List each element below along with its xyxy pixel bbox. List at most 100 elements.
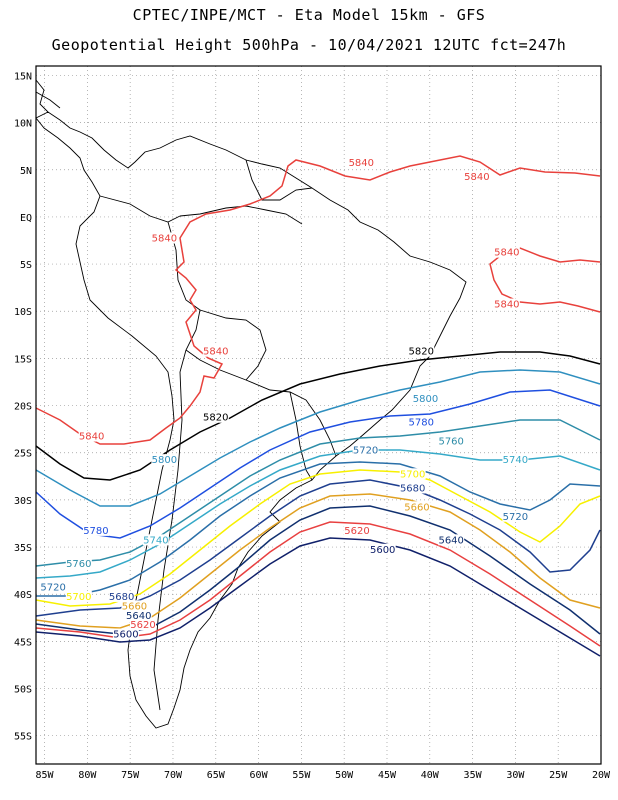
contour-label-background: [82, 524, 109, 536]
contour-label-background: [65, 590, 92, 602]
contour-label-5660: 5660: [122, 601, 147, 612]
lon-tick-label: 60W: [250, 770, 269, 781]
contour-5700: [35, 469, 601, 607]
contour-label-background: [130, 619, 157, 631]
contour-labels: 5840 5840 5840 5840 5840 5840 5840 5820 5820 5800…: [40, 157, 529, 641]
contour-label-background: [142, 534, 169, 546]
contour-label-5760: 5760: [438, 436, 463, 447]
contour-label-background: [121, 600, 148, 612]
contour-5620: [35, 521, 601, 647]
lat-tick-label: 20S: [14, 402, 32, 413]
contour-label-background: [399, 468, 426, 480]
contour-label-5740: 5740: [503, 455, 528, 466]
contour-label-background: [408, 345, 435, 357]
lat-tick-label: 15N: [14, 71, 32, 82]
contour-label-background: [348, 157, 375, 169]
contour-label-5820: 5820: [409, 347, 434, 358]
contour-label-5840: 5840: [152, 234, 177, 245]
contour-label-background: [438, 435, 465, 447]
contour-label-5680: 5680: [400, 483, 425, 494]
contour-label-5840: 5840: [79, 432, 104, 443]
contour-label-5800: 5800: [152, 455, 177, 466]
lon-tick-label: 80W: [78, 770, 97, 781]
grid-lines: [36, 66, 602, 764]
contour-label-5780: 5780: [83, 526, 108, 537]
lon-tick-label: 45W: [378, 770, 397, 781]
contour-label-background: [151, 454, 178, 466]
contour-label-background: [344, 524, 371, 536]
lat-tick-label: 5N: [20, 166, 32, 177]
latitude-tick-labels: 15N 10N 5N EQ 5S 10S 15S 20S 25S 30S 35S 40S 45S 50S 5…: [14, 71, 32, 742]
contour-label-background: [493, 246, 520, 258]
lat-tick-label: 40S: [14, 590, 32, 601]
lat-tick-label: 45S: [14, 637, 32, 648]
contour-label-background: [108, 590, 135, 602]
lat-tick-label: 50S: [14, 685, 32, 696]
contour-label-5800: 5800: [413, 394, 438, 405]
contour-5840-east: [489, 247, 601, 313]
lat-tick-label: 10S: [14, 307, 32, 318]
contour-label-5680: 5680: [109, 592, 134, 603]
lon-tick-label: 75W: [121, 770, 140, 781]
contour-label-background: [463, 171, 490, 183]
lon-tick-label: 40W: [421, 770, 440, 781]
contour-label-background: [151, 232, 178, 244]
lat-tick-label: 15S: [14, 354, 32, 365]
contour-label-5840: 5840: [349, 158, 374, 169]
lon-tick-label: 50W: [335, 770, 354, 781]
contour-label-5640: 5640: [438, 535, 463, 546]
contour-label-5780: 5780: [409, 417, 434, 428]
lon-tick-label: 65W: [207, 770, 226, 781]
contour-label-background: [40, 581, 67, 593]
contour-label-5720: 5720: [503, 512, 528, 523]
contour-label-5700: 5700: [66, 592, 91, 603]
contour-label-background: [408, 416, 435, 428]
contour-label-background: [399, 482, 426, 494]
contour-5800: [35, 369, 601, 507]
map-title-line-2: Geopotential Height 500hPa - 10/04/2021 …: [51, 36, 567, 54]
contour-label-background: [412, 392, 439, 404]
country-borders: [35, 79, 467, 729]
longitude-tick-labels: 85W 80W 75W 70W 65W 60W 55W 50W 45W 40W 35W 30W 25W 2…: [36, 770, 611, 781]
lon-tick-label: 25W: [549, 770, 568, 781]
contour-label-background: [502, 454, 529, 466]
contour-label-background: [202, 411, 229, 423]
contour-label-5820: 5820: [203, 413, 228, 424]
contour-5600: [35, 537, 601, 657]
contour-label-5600: 5600: [370, 545, 395, 556]
contour-5820: [35, 351, 601, 481]
lat-tick-label: 30S: [14, 496, 32, 507]
contour-label-background: [65, 557, 92, 569]
lon-tick-label: 20W: [592, 770, 611, 781]
central-america-coastline: [35, 79, 61, 113]
contour-label-5660: 5660: [404, 502, 429, 513]
contour-label-background: [352, 444, 379, 456]
contour-5740: [35, 449, 601, 579]
contour-label-5640: 5640: [126, 611, 151, 622]
contour-5680: [35, 479, 601, 617]
contour-label-5720: 5720: [353, 446, 378, 457]
lat-tick-label: 10N: [14, 119, 32, 130]
contour-label-5740: 5740: [143, 535, 168, 546]
contour-5720: [36, 461, 601, 597]
contour-5780: [35, 389, 601, 539]
contour-label-5600: 5600: [113, 630, 138, 641]
map-frame: [35, 65, 602, 765]
contour-5760: [35, 419, 601, 567]
lon-tick-label: 70W: [164, 770, 183, 781]
contour-label-background: [369, 543, 396, 555]
contour-5840-north: [35, 155, 601, 445]
lon-tick-label: 85W: [36, 770, 55, 781]
south-america-coastline: [35, 111, 467, 729]
contour-label-background: [78, 430, 105, 442]
lon-tick-label: 55W: [292, 770, 311, 781]
contour-label-background: [125, 609, 152, 621]
lat-tick-label: EQ: [20, 213, 32, 224]
contour-label-background: [438, 534, 465, 546]
contour-label-background: [502, 510, 529, 522]
contour-lines: [35, 155, 601, 657]
contour-label-5700: 5700: [400, 469, 425, 480]
lat-tick-label: 35S: [14, 543, 32, 554]
contour-label-5840: 5840: [494, 248, 519, 259]
